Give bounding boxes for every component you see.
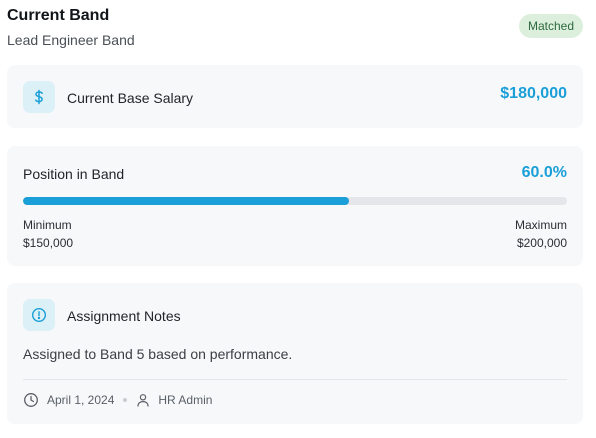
band-maximum: Maximum $200,000 bbox=[515, 218, 567, 251]
notes-card: Assignment Notes Assigned to Band 5 base… bbox=[7, 283, 583, 424]
salary-card: Current Base Salary $180,000 bbox=[7, 65, 583, 128]
salary-label: Current Base Salary bbox=[67, 90, 194, 106]
notes-meta: April 1, 2024 HR Admin bbox=[23, 392, 212, 408]
band-minimum: Minimum $150,000 bbox=[23, 218, 73, 251]
salary-value: $180,000 bbox=[500, 85, 567, 102]
band-progress-fill bbox=[23, 197, 350, 205]
maximum-label: Maximum bbox=[514, 218, 567, 232]
notes-title: Assignment Notes bbox=[67, 308, 181, 324]
separator-dot bbox=[123, 398, 128, 402]
minimum-value: $150,000 bbox=[23, 236, 74, 250]
band-header: Current Band Lead Engineer Band Matched bbox=[7, 7, 583, 51]
user-icon bbox=[136, 393, 150, 407]
minimum-label: Minimum bbox=[23, 218, 72, 232]
position-card: Position in Band 60.0% Minimum $150,000 … bbox=[7, 146, 583, 266]
dollar-icon bbox=[23, 81, 55, 113]
notes-author: HR Admin bbox=[158, 393, 213, 407]
divider bbox=[23, 379, 567, 380]
clock-icon bbox=[23, 392, 39, 408]
page-title: Current Band bbox=[7, 7, 110, 24]
position-label: Position in Band bbox=[23, 166, 125, 182]
notes-text: Assigned to Band 5 based on performance. bbox=[23, 346, 293, 362]
status-badge: Matched bbox=[518, 14, 583, 38]
notes-date: April 1, 2024 bbox=[47, 393, 115, 407]
position-percent: 60.0% bbox=[521, 164, 567, 181]
band-name: Lead Engineer Band bbox=[7, 32, 135, 48]
maximum-value: $200,000 bbox=[516, 236, 567, 250]
info-circle-icon bbox=[23, 299, 55, 331]
band-progress-bar bbox=[23, 197, 567, 205]
